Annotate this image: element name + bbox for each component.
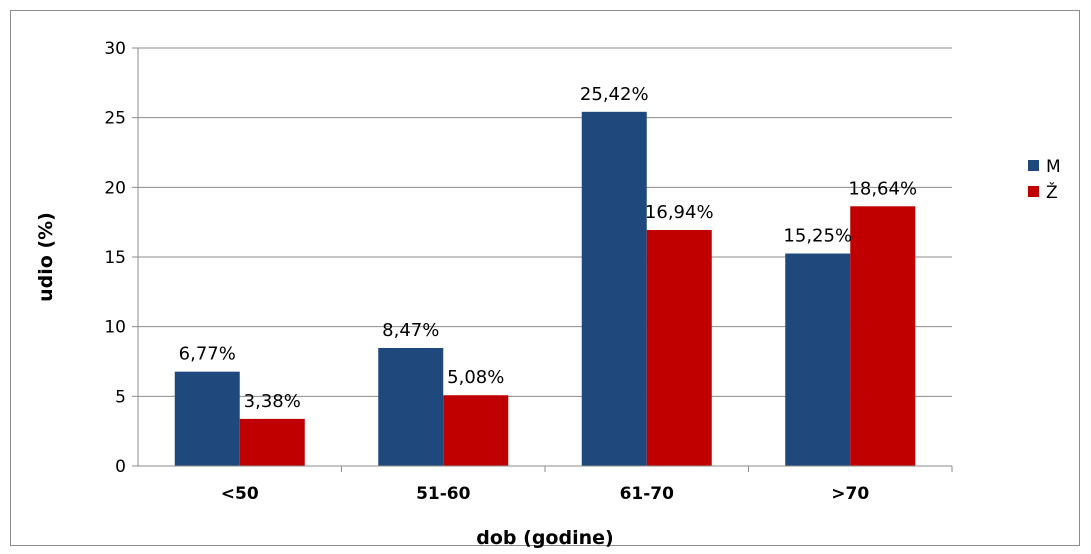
bar-m bbox=[378, 347, 444, 466]
data-label: 8,47% bbox=[382, 320, 439, 341]
legend-label: M bbox=[1046, 157, 1061, 177]
legend-swatch bbox=[1028, 160, 1039, 171]
x-category-labels: <50 51-60 61-70 >70 bbox=[221, 484, 870, 504]
bar-z bbox=[443, 395, 509, 466]
legend-label: Ž bbox=[1046, 181, 1058, 203]
x-category-label: 61-70 bbox=[620, 484, 675, 504]
data-label: 16,94% bbox=[645, 202, 714, 223]
y-tick-label: 10 bbox=[104, 318, 126, 338]
x-category-label: >70 bbox=[831, 484, 869, 504]
data-label: 25,42% bbox=[580, 84, 649, 105]
y-tick-label: 5 bbox=[115, 387, 126, 407]
bar-m bbox=[785, 253, 851, 466]
y-tick-label: 30 bbox=[104, 39, 126, 59]
bar-z bbox=[850, 206, 916, 467]
y-axis-title: udio (%) bbox=[35, 212, 57, 302]
bar-z bbox=[239, 418, 305, 466]
bars bbox=[174, 111, 916, 467]
data-label: 18,64% bbox=[848, 178, 917, 199]
x-category-label: <50 bbox=[221, 484, 259, 504]
y-tick-label: 0 bbox=[115, 457, 126, 477]
y-tick-label: 20 bbox=[104, 178, 126, 198]
bar-m bbox=[174, 371, 240, 466]
bar-z bbox=[646, 229, 712, 466]
legend-swatch bbox=[1028, 186, 1039, 197]
data-label: 15,25% bbox=[783, 226, 852, 247]
y-tick-label: 25 bbox=[104, 109, 126, 129]
data-label: 3,38% bbox=[244, 391, 301, 412]
legend: MŽ bbox=[1028, 157, 1061, 203]
data-label: 5,08% bbox=[447, 367, 504, 388]
x-axis-title: dob (godine) bbox=[476, 527, 613, 549]
y-tick-label: 15 bbox=[104, 248, 126, 268]
y-tick-labels: 0 5 10 15 20 25 30 bbox=[104, 39, 126, 477]
data-label: 6,77% bbox=[179, 344, 236, 365]
data-labels: 6,77% 3,38% 8,47% 5,08% 25,42% 16,94% 15,25% 18… bbox=[179, 84, 917, 412]
bar-m bbox=[581, 111, 647, 466]
x-category-label: 51-60 bbox=[416, 484, 471, 504]
